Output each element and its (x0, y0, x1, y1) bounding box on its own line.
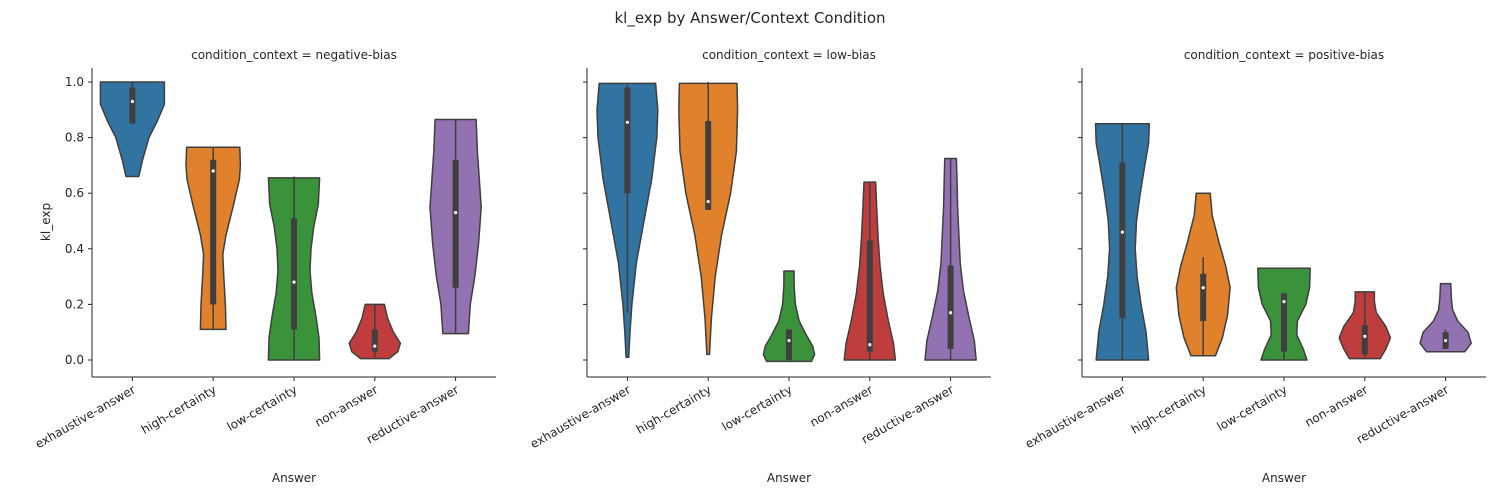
y-tick-label: 0.2 (65, 297, 84, 311)
violin-high-certainty (1175, 192, 1231, 357)
violin-exhaustive-answer (596, 82, 659, 358)
violin-iqr-box (1361, 325, 1368, 355)
violin-median-dot (706, 199, 710, 204)
violin-median-dot (292, 280, 296, 284)
violin-non-answer (348, 303, 402, 360)
violin-median-dot (1363, 334, 1367, 338)
facet-0: condition_context = negative-bias 0.0 0.2 0… (33, 48, 496, 485)
x-tick-label: non-answer (312, 382, 380, 429)
x-tick-label: high-certainty (1129, 382, 1209, 436)
violin-iqr-box (866, 240, 873, 352)
y-tick-label: 0.6 (65, 186, 84, 200)
violin-high-certainty (678, 82, 739, 356)
violin-reductive-answer (429, 118, 482, 335)
violin-iqr-box (786, 329, 792, 360)
x-tick-label: high-certainty (634, 382, 714, 436)
violin-iqr-box (291, 218, 297, 330)
facet-1: condition_context = low-bias exhaustive-a… (528, 48, 991, 485)
x-axis-label: Answer (767, 471, 811, 485)
violin-median-dot (787, 338, 791, 343)
violin-iqr-box (947, 265, 954, 349)
y-tick-label: 0.8 (65, 131, 84, 145)
y-tick-label: 0.0 (65, 353, 84, 367)
violin-iqr-box (210, 159, 217, 305)
violin-low-certainty (1257, 267, 1311, 361)
violin-low-certainty (267, 176, 321, 361)
facet-title: condition_context = positive-bias (1184, 48, 1384, 62)
violin-iqr-box (705, 120, 712, 210)
violin-median-dot (1120, 230, 1124, 234)
violin-low-certainty (762, 270, 816, 363)
figure-title: kl_exp by Answer/Context Condition (614, 9, 885, 28)
x-tick-label: low-certainty (224, 382, 299, 433)
violin-iqr-box (1200, 273, 1207, 322)
violin-iqr-box (371, 329, 378, 352)
violin-median-dot (1201, 286, 1205, 290)
x-axis-label: Answer (272, 471, 316, 485)
violin-non-answer (1338, 291, 1392, 360)
x-tick-label: low-certainty (1214, 382, 1289, 433)
violin-iqr-box (129, 87, 136, 124)
x-tick-label: non-answer (1302, 382, 1370, 429)
violin-non-answer (843, 181, 897, 361)
violin-median-dot (130, 99, 134, 104)
violin-high-certainty (185, 146, 242, 331)
violin-exhaustive-answer (1094, 122, 1151, 361)
violin-median-dot (868, 343, 872, 347)
violin-body (1419, 282, 1472, 353)
violin-median-dot (949, 311, 953, 315)
violin-median-dot (1444, 338, 1448, 343)
violin-body (762, 270, 816, 363)
x-tick-label: low-certainty (719, 382, 794, 433)
violin-iqr-box (624, 87, 631, 194)
violin-median-dot (625, 120, 630, 124)
x-tick-label: non-answer (807, 382, 875, 429)
facet-title: condition_context = negative-bias (191, 48, 397, 62)
x-axis-label: Answer (1262, 471, 1306, 485)
violin-reductive-answer (924, 157, 977, 361)
violin-iqr-box (452, 159, 459, 288)
violin-median-dot (211, 169, 215, 173)
x-tick-label: exhaustive-answer (33, 382, 138, 451)
violin-reductive-answer (1419, 282, 1472, 353)
y-tick-label: 0.4 (65, 242, 84, 256)
x-tick-label: exhaustive-answer (528, 382, 633, 451)
violin-iqr-box (1281, 293, 1287, 352)
violin-body (678, 82, 739, 356)
violin-iqr-box (1119, 162, 1126, 319)
violin-median-dot (1282, 300, 1286, 304)
x-tick-label: high-certainty (139, 382, 219, 436)
facets: condition_context = negative-bias 0.0 0.2 0… (33, 48, 1486, 485)
facet-2: condition_context = positive-bias exhaust… (1023, 48, 1486, 485)
facet-title: condition_context = low-bias (702, 48, 876, 62)
y-axis-label: kl_exp (39, 203, 53, 241)
violin-median-dot (373, 344, 377, 348)
violin-body (99, 81, 166, 178)
violin-median-dot (454, 211, 458, 215)
violin-exhaustive-answer (99, 81, 166, 178)
y-tick-label: 1.0 (65, 75, 84, 89)
x-tick-label: exhaustive-answer (1023, 382, 1128, 451)
